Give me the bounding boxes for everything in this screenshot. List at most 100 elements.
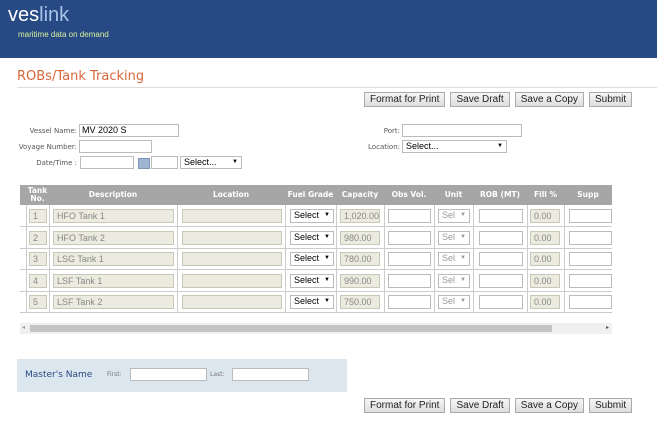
table-cell — [336, 226, 384, 248]
table-cell — [336, 248, 384, 270]
chevron-down-icon: ▼ — [324, 233, 330, 240]
supp-input[interactable] — [569, 252, 612, 267]
unit-select[interactable]: Sel ▼ — [438, 252, 470, 267]
table-cell — [26, 291, 49, 313]
rob-input[interactable] — [479, 230, 523, 245]
table-cell — [564, 205, 612, 226]
description-field: HFO Tank 2 — [53, 230, 174, 245]
table-cell — [473, 205, 527, 226]
toolbar-top: Format for Print Save Draft Save a Copy … — [364, 92, 633, 107]
table-cell — [434, 291, 473, 313]
fill-percent-field: 0.00 — [530, 295, 560, 310]
unit-select[interactable]: Sel ▼ — [438, 230, 470, 245]
table-row: 5 LSF Tank 2 Select ▼ 750.00 Sel ▼ 0.00 — [20, 291, 612, 314]
table-cell — [384, 248, 434, 270]
fuel-grade-select[interactable]: Select ▼ — [290, 252, 334, 267]
table-cell — [177, 205, 285, 226]
unit-select[interactable]: Sel ▼ — [438, 209, 470, 223]
submit-button[interactable]: Submit — [588, 398, 633, 413]
rob-input[interactable] — [479, 273, 523, 288]
obs-vol-input[interactable] — [388, 295, 431, 310]
voyage-number-input[interactable] — [79, 140, 152, 153]
supp-input[interactable] — [569, 295, 612, 310]
save-draft-button[interactable]: Save Draft — [450, 92, 510, 107]
column-header: Obs Vol. — [391, 190, 427, 199]
time-input[interactable] — [151, 156, 178, 169]
calendar-icon[interactable] — [138, 158, 150, 169]
port-input[interactable] — [402, 124, 522, 137]
description-field: LSG Tank 1 — [53, 252, 174, 267]
capacity-field: 780.00 — [340, 252, 380, 267]
unit-select[interactable]: Sel ▼ — [438, 273, 470, 288]
unit-select[interactable]: Sel ▼ — [438, 295, 470, 310]
fuel-grade-select[interactable]: Select ▼ — [290, 295, 334, 310]
location-select[interactable]: Select... ▼ — [402, 140, 507, 153]
veslink-logo: veslink — [8, 4, 70, 26]
fill-percent-field: 0.00 — [530, 252, 560, 267]
table-cell — [336, 269, 384, 291]
voyage-number-label: Voyage Number: — [18, 143, 77, 151]
capacity-field: 980.00 — [340, 230, 380, 245]
table-row: 3 LSG Tank 1 Select ▼ 780.00 Sel ▼ 0.00 — [20, 248, 612, 271]
last-name-input[interactable] — [232, 368, 309, 381]
fill-percent-field: 0.00 — [530, 273, 560, 288]
fuel-grade-select[interactable]: Select ▼ — [290, 230, 334, 245]
table-cell — [384, 226, 434, 248]
table-cell — [285, 205, 336, 226]
rob-input[interactable] — [479, 252, 523, 267]
first-name-input[interactable] — [130, 368, 207, 381]
app-header — [0, 0, 657, 58]
table-cell — [177, 269, 285, 291]
table-cell — [285, 291, 336, 313]
chevron-down-icon: ▼ — [460, 212, 466, 218]
column-header: Capacity — [341, 190, 379, 199]
table-cell — [473, 248, 527, 270]
save-draft-button[interactable]: Save Draft — [450, 398, 510, 413]
table-cell — [384, 269, 434, 291]
scrollbar-thumb[interactable] — [30, 325, 552, 332]
obs-vol-input[interactable] — [388, 252, 431, 267]
table-cell — [49, 248, 177, 270]
table-cell — [336, 291, 384, 313]
rob-input[interactable] — [479, 295, 523, 310]
horizontal-scrollbar[interactable]: ◂ ▸ — [20, 323, 612, 334]
rob-input[interactable] — [479, 209, 523, 223]
scroll-left-icon[interactable]: ◂ — [22, 324, 26, 331]
obs-vol-input[interactable] — [388, 273, 431, 288]
supp-input[interactable] — [569, 209, 612, 223]
supp-input[interactable] — [569, 230, 612, 245]
supp-input[interactable] — [569, 273, 612, 288]
save-copy-button[interactable]: Save a Copy — [514, 398, 584, 413]
table-cell — [527, 248, 564, 270]
location-field — [182, 273, 282, 288]
obs-vol-input[interactable] — [388, 230, 431, 245]
table-cell — [285, 248, 336, 270]
submit-button[interactable]: Submit — [588, 92, 633, 107]
obs-vol-input[interactable] — [388, 209, 431, 223]
capacity-field: 750.00 — [340, 295, 380, 310]
chevron-down-icon: ▼ — [324, 298, 330, 305]
format-for-print-button[interactable]: Format for Print — [364, 398, 446, 413]
time-select[interactable]: Select... ▼ — [180, 156, 242, 169]
table-cell — [473, 291, 527, 313]
date-input[interactable] — [80, 156, 134, 169]
table-cell — [384, 291, 434, 313]
chevron-down-icon: ▼ — [497, 143, 503, 149]
chevron-down-icon: ▼ — [324, 255, 330, 262]
scroll-right-icon[interactable]: ▸ — [605, 324, 609, 331]
fill-percent-field: 0.00 — [530, 230, 560, 245]
capacity-field: 1,020.00 — [340, 209, 380, 223]
format-for-print-button[interactable]: Format for Print — [364, 92, 446, 107]
fuel-grade-select[interactable]: Select ▼ — [290, 273, 334, 288]
save-copy-button[interactable]: Save a Copy — [514, 92, 584, 107]
table-cell — [285, 226, 336, 248]
table-cell — [26, 269, 49, 291]
table-row: 2 HFO Tank 2 Select ▼ 980.00 Sel ▼ 0.00 — [20, 226, 612, 249]
fuel-grade-select[interactable]: Select ▼ — [290, 209, 334, 223]
vessel-name-input[interactable]: MV 2020 S — [79, 124, 179, 137]
tank-no-field: 1 — [29, 209, 47, 223]
first-name-label: First: — [107, 371, 122, 378]
table-cell — [26, 205, 49, 226]
table-cell — [434, 226, 473, 248]
table-header: Tank No. Description Location Fuel Grade Cap… — [20, 185, 612, 205]
